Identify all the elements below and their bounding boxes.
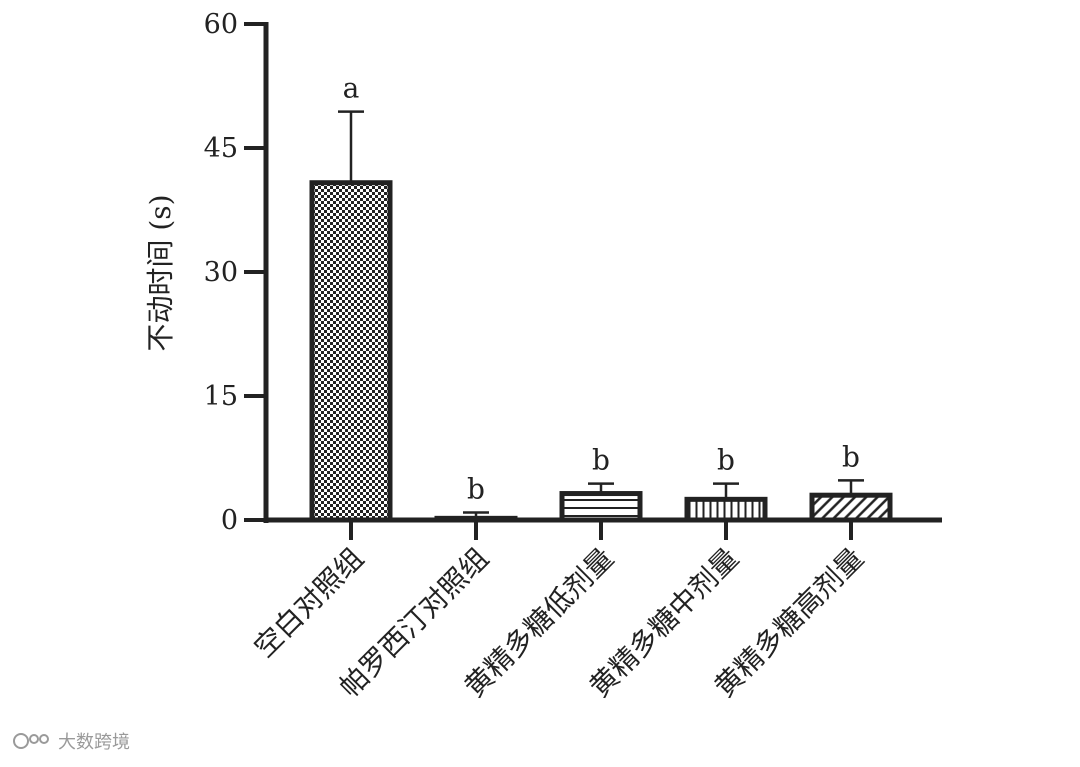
logo-icon [13,733,49,749]
bar [684,496,768,523]
y-tick-label: 45 [204,133,238,164]
significance-label: b [842,440,860,473]
axes-layer: 0 15 30 45 60 [204,9,942,540]
bars-layer [309,110,893,523]
significance-label: a [343,72,360,105]
y-tick-label: 0 [221,505,238,536]
significance-label: b [717,444,735,477]
watermark-text: 大数跨境 [58,732,130,753]
y-tick-label: 30 [204,257,238,288]
bar [809,492,893,523]
y-axis-title: 不动时间 (s) [144,194,177,351]
significance-label: b [592,444,610,477]
y-tick-label: 60 [204,9,238,40]
significance-label: b [467,473,485,506]
bar [309,180,393,523]
category-label: 空白对照组 [248,542,370,664]
y-tick-label: 15 [204,381,238,412]
watermark: 大数跨境 [12,728,130,754]
bar [559,491,643,523]
